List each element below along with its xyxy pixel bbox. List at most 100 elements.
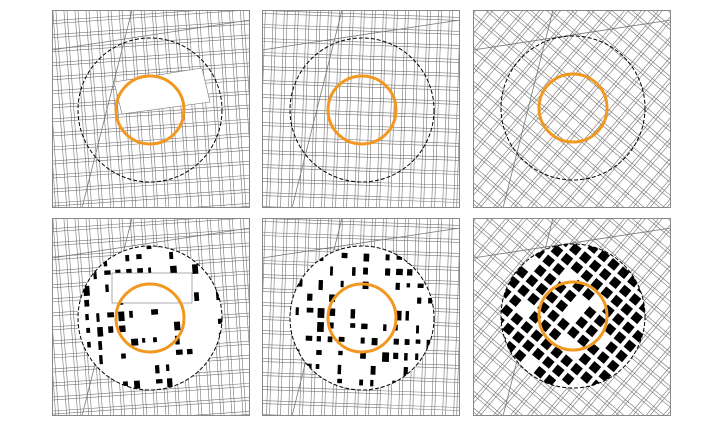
- building: [461, 169, 474, 182]
- building: [214, 417, 218, 422]
- street: [83, 10, 110, 208]
- street: [105, 10, 132, 208]
- building: [332, 210, 338, 218]
- street: [473, 10, 603, 177]
- street: [473, 218, 600, 383]
- building: [87, 341, 91, 348]
- street: [354, 10, 368, 208]
- building: [578, 251, 592, 264]
- building: [578, 352, 592, 366]
- street: [480, 10, 671, 171]
- street: [398, 10, 412, 208]
- building: [21, 192, 25, 197]
- street: [497, 10, 671, 151]
- building: [363, 253, 370, 262]
- study-boundary: [500, 243, 646, 389]
- building: [525, 274, 539, 288]
- building: [461, 271, 474, 284]
- street: [537, 248, 671, 416]
- building: [281, 419, 288, 427]
- building: [257, 400, 262, 407]
- building: [517, 284, 530, 298]
- building: [679, 233, 692, 246]
- building: [226, 417, 229, 422]
- building: [257, 152, 262, 162]
- building: [685, 408, 698, 421]
- building: [682, 270, 695, 283]
- building: [431, 214, 436, 219]
- building: [193, 416, 196, 426]
- street: [299, 10, 313, 208]
- building: [338, 336, 345, 342]
- street: [473, 266, 657, 416]
- building: [40, 148, 47, 156]
- building: [316, 349, 322, 356]
- building: [508, 294, 522, 308]
- building: [550, 346, 563, 359]
- building: [98, 340, 103, 351]
- building: [404, 339, 410, 346]
- building: [22, 206, 28, 214]
- street: [262, 66, 460, 80]
- building: [173, 321, 181, 331]
- street: [473, 10, 650, 208]
- street: [190, 10, 216, 208]
- building: [314, 420, 319, 428]
- building: [698, 352, 711, 365]
- building: [610, 294, 624, 308]
- building: [459, 354, 472, 367]
- building: [395, 268, 403, 276]
- building: [341, 252, 348, 259]
- street: [473, 293, 634, 416]
- building: [483, 426, 496, 430]
- street: [340, 10, 354, 208]
- building: [533, 264, 547, 278]
- building: [706, 222, 719, 235]
- street: [58, 218, 85, 416]
- street: [225, 218, 250, 416]
- building: [166, 378, 173, 388]
- building: [680, 353, 693, 366]
- building: [354, 211, 358, 219]
- street: [52, 218, 74, 416]
- building: [465, 173, 472, 179]
- building: [41, 162, 47, 171]
- street: [514, 10, 671, 131]
- building: [32, 346, 37, 354]
- street: [146, 10, 172, 208]
- street: [473, 273, 651, 416]
- building: [302, 425, 306, 430]
- building: [403, 367, 408, 377]
- street: [507, 10, 671, 139]
- building: [707, 240, 720, 253]
- street: [157, 10, 183, 208]
- street: [262, 80, 460, 94]
- street: [296, 10, 310, 208]
- building: [576, 334, 590, 348]
- street: [474, 10, 671, 179]
- street: [262, 105, 460, 119]
- building: [250, 348, 256, 352]
- street: [491, 10, 671, 159]
- street: [473, 10, 671, 208]
- building: [446, 425, 450, 430]
- street: [473, 10, 671, 208]
- street: [52, 18, 250, 44]
- building: [588, 259, 602, 273]
- building: [154, 365, 160, 374]
- street: [204, 10, 230, 208]
- street: [52, 116, 250, 142]
- building: [593, 416, 606, 429]
- building: [687, 325, 700, 338]
- street: [473, 35, 671, 208]
- street: [473, 10, 593, 169]
- street: [223, 10, 249, 208]
- building: [700, 370, 713, 383]
- building: [603, 424, 616, 430]
- street: [491, 218, 671, 367]
- building: [99, 354, 103, 365]
- building: [704, 305, 717, 318]
- street: [52, 185, 250, 208]
- building: [119, 325, 126, 333]
- building: [455, 419, 468, 430]
